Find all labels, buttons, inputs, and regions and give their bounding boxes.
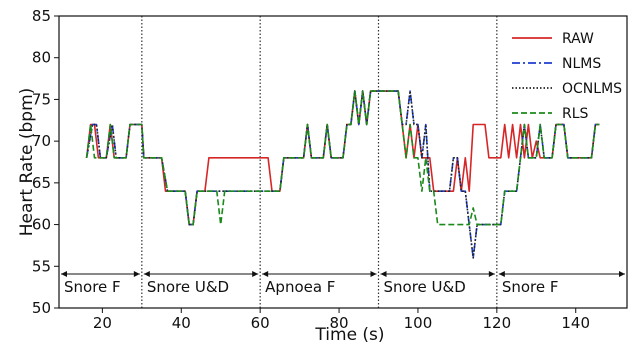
segment-label: Snore U&D (147, 278, 229, 296)
legend-label-rls: RLS (562, 106, 589, 122)
x-tick-label: 100 (404, 314, 433, 332)
plot-area (59, 16, 627, 308)
legend-label-raw: RAW (562, 31, 594, 47)
segment-arrow-left-head (380, 271, 387, 277)
x-tick-label: 140 (561, 314, 590, 332)
y-tick-label: 50 (32, 299, 51, 317)
plot-frame (58, 15, 628, 309)
x-tick-label: 40 (172, 314, 191, 332)
series-line-rls (85, 90, 600, 226)
y-tick-label: 80 (32, 49, 51, 67)
segment-arrow-left-head (143, 271, 150, 277)
x-tick-label: 60 (251, 314, 270, 332)
y-tick-label: 60 (32, 216, 51, 234)
y-tick-label: 65 (32, 174, 51, 192)
series-line-ocnlms (85, 90, 600, 259)
segment-label: Snore F (64, 278, 121, 296)
segment-arrow-left-head (498, 271, 505, 277)
segment-arrow-right-head (133, 271, 140, 277)
y-tick-label: 70 (32, 132, 51, 150)
segment-arrow-right-head (619, 271, 625, 277)
segment-arrow-left-head (262, 271, 269, 277)
y-tick-label: 85 (32, 7, 51, 25)
y-axis-title: Heart Rate (bpm) (17, 88, 37, 237)
segment-label: Snore U&D (384, 278, 466, 296)
segment-arrow-right-head (370, 271, 377, 277)
y-tick-label: 55 (32, 257, 51, 275)
segment-label: Snore F (502, 278, 559, 296)
x-tick-label: 80 (330, 314, 349, 332)
segment-arrow-right-head (252, 271, 259, 277)
segment-arrow-right-head (488, 271, 495, 277)
segment-label: Apnoea F (265, 278, 335, 296)
x-tick-label: 120 (483, 314, 512, 332)
x-tick-label: 20 (93, 314, 112, 332)
segment-arrow-left-head (61, 271, 67, 277)
legend-label-nlms: NLMS (562, 56, 601, 72)
legend-label-ocnlms: OCNLMS (562, 81, 622, 97)
y-tick-label: 75 (32, 90, 51, 108)
x-axis-title: Time (s) (314, 325, 384, 345)
